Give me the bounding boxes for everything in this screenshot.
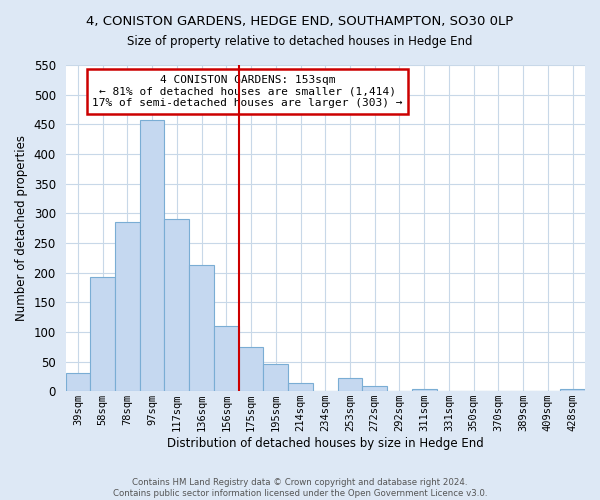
Y-axis label: Number of detached properties: Number of detached properties: [15, 135, 28, 321]
Bar: [263, 364, 288, 391]
Bar: [239, 348, 263, 391]
Text: Contains HM Land Registry data © Crown copyright and database right 2024.
Contai: Contains HM Land Registry data © Crown c…: [113, 478, 487, 498]
Bar: [338, 378, 362, 391]
Bar: [288, 384, 313, 391]
Bar: [214, 326, 239, 391]
Bar: [560, 390, 585, 391]
Text: 4 CONISTON GARDENS: 153sqm
← 81% of detached houses are smaller (1,414)
17% of s: 4 CONISTON GARDENS: 153sqm ← 81% of deta…: [92, 75, 403, 108]
Bar: [362, 386, 387, 391]
Text: Size of property relative to detached houses in Hedge End: Size of property relative to detached ho…: [127, 35, 473, 48]
Bar: [65, 374, 90, 391]
Bar: [164, 219, 189, 391]
Bar: [115, 222, 140, 391]
Text: 4, CONISTON GARDENS, HEDGE END, SOUTHAMPTON, SO30 0LP: 4, CONISTON GARDENS, HEDGE END, SOUTHAMP…: [86, 15, 514, 28]
Bar: [412, 389, 437, 391]
Bar: [90, 278, 115, 391]
Bar: [140, 120, 164, 391]
X-axis label: Distribution of detached houses by size in Hedge End: Distribution of detached houses by size …: [167, 437, 484, 450]
Bar: [189, 265, 214, 391]
